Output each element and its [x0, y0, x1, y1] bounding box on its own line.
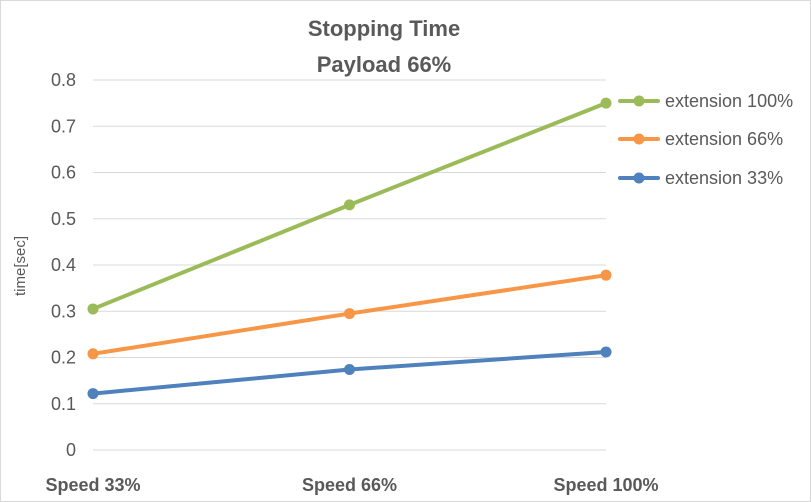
y-tick-label: 0.8 — [51, 70, 76, 90]
y-tick-label: 0.2 — [51, 348, 76, 368]
x-tick-label: Speed 33% — [45, 475, 140, 495]
y-tick-label: 0.5 — [51, 209, 76, 229]
y-tick-label: 0 — [66, 440, 76, 460]
chart-title-line-2: Payload 66% — [317, 52, 452, 77]
legend-swatch-marker — [633, 95, 645, 107]
data-point — [344, 364, 355, 376]
data-point — [344, 308, 355, 320]
data-point — [600, 269, 612, 281]
x-tick-label: Speed 66% — [302, 475, 397, 495]
legend-entry-label: extension 33% — [665, 168, 783, 188]
data-point — [87, 388, 99, 400]
y-tick-label: 0.1 — [51, 394, 76, 414]
x-tick-label: Speed 100% — [553, 475, 658, 495]
data-point — [87, 303, 99, 315]
data-point — [87, 348, 99, 360]
y-tick-label: 0.6 — [51, 163, 76, 183]
y-tick-label: 0.3 — [51, 301, 76, 321]
legend-swatch-marker — [633, 172, 645, 184]
chart-title-line-1: Stopping Time — [308, 16, 460, 41]
legend-entry-label: extension 100% — [665, 91, 793, 111]
data-point — [344, 199, 355, 211]
data-point — [600, 97, 612, 109]
y-tick-label: 0.7 — [51, 116, 76, 136]
y-tick-label: 0.4 — [51, 255, 76, 275]
legend-entry-label: extension 66% — [665, 129, 783, 149]
data-point — [600, 346, 612, 358]
y-axis-label: time[sec] — [12, 236, 29, 296]
legend-swatch-marker — [633, 133, 645, 145]
